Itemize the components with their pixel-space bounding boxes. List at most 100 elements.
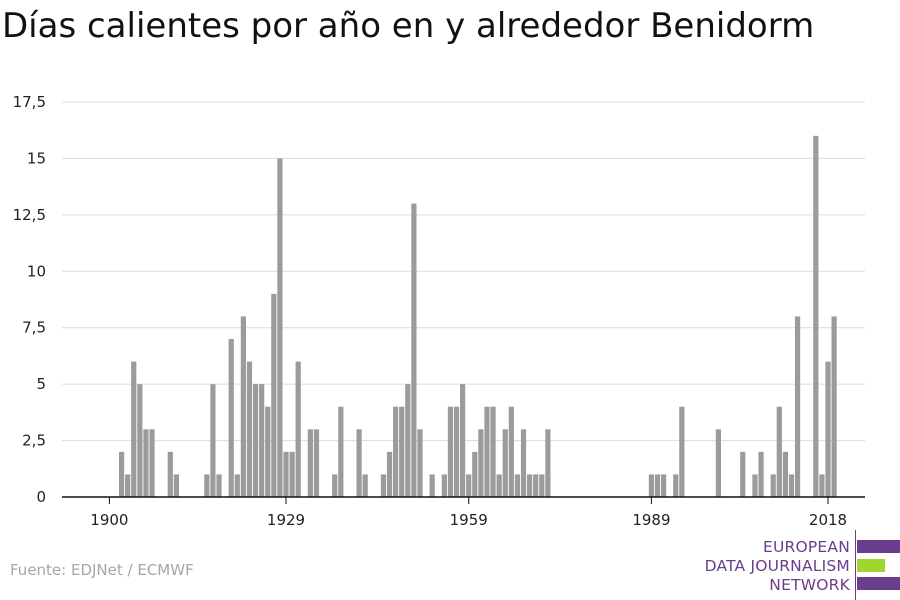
bar: [393, 406, 399, 497]
bar: [246, 361, 253, 497]
bar: [283, 451, 289, 497]
bar: [460, 384, 466, 497]
bar: [533, 474, 539, 497]
bar: [472, 451, 478, 497]
bar: [362, 474, 368, 497]
source-note: Fuente: EDJNet / ECMWF: [10, 561, 194, 579]
bar: [514, 474, 521, 497]
bar: [758, 451, 764, 497]
bar: [137, 384, 143, 497]
bar: [338, 406, 344, 497]
bar: [240, 316, 246, 497]
bar: [216, 474, 222, 497]
bar: [770, 474, 776, 497]
bar: [399, 406, 405, 497]
bars: [118, 135, 837, 498]
bar: [265, 406, 271, 497]
edjnet-logo: EUROPEAN DATA JOURNALISM NETWORK: [700, 530, 900, 600]
bar: [813, 135, 819, 497]
bar: [125, 474, 131, 497]
bar: [143, 429, 149, 497]
bar: [204, 474, 210, 497]
bar: [210, 384, 216, 497]
bar: [484, 406, 490, 497]
y-tick-label: 12,5: [13, 206, 46, 224]
y-tick-label: 15: [27, 149, 46, 167]
chart-title: Días calientes por año en y alrededor Be…: [2, 6, 815, 46]
bar: [502, 429, 508, 497]
bar: [332, 474, 338, 497]
x-ticks: 1900 1929 1959 1989 2018: [90, 497, 847, 529]
bar: [654, 474, 661, 497]
bar: [173, 474, 179, 497]
bar: [831, 316, 837, 497]
y-tick-label: 10: [27, 262, 46, 280]
bar: [740, 451, 746, 497]
bar: [417, 429, 423, 497]
logo-separator: [855, 530, 856, 600]
bar: [386, 451, 393, 497]
bar: [490, 406, 496, 497]
bar: [234, 474, 240, 497]
bar: [819, 474, 825, 497]
bar: [752, 474, 758, 497]
bar: [411, 203, 417, 498]
bar: [673, 474, 679, 497]
x-tick-label: 2018: [809, 511, 847, 529]
bar: [441, 474, 447, 497]
logo-bar-purple-top: [857, 540, 900, 553]
bar: [539, 474, 545, 497]
bar: [429, 474, 435, 497]
bar: [679, 406, 685, 497]
bar: [648, 474, 655, 497]
bar: [405, 384, 411, 497]
x-tick-label: 1959: [450, 511, 488, 529]
bar: [545, 429, 551, 497]
bar: [782, 451, 788, 497]
bar: [313, 429, 320, 497]
logo-text-european: EUROPEAN: [762, 538, 850, 556]
bar: [776, 406, 782, 497]
y-tick-label: 7,5: [22, 319, 46, 337]
bar: [252, 384, 259, 497]
bar: [356, 429, 362, 497]
bar: [271, 293, 277, 497]
y-tick-label: 17,5: [13, 93, 46, 111]
logo-text-network: NETWORK: [769, 576, 850, 594]
bar: [527, 474, 533, 497]
logo-bar-green: [857, 559, 885, 572]
y-tick-label: 0: [36, 488, 46, 506]
bar: [277, 158, 283, 497]
bar: [118, 451, 125, 497]
bar: [307, 429, 313, 497]
bar: [794, 316, 801, 497]
bar: [380, 474, 387, 497]
x-tick-label: 1929: [267, 511, 305, 529]
bar: [466, 474, 472, 497]
bar: [825, 361, 831, 497]
bar: [149, 429, 155, 497]
bar: [660, 474, 667, 497]
bar: [259, 384, 265, 497]
y-tick-label: 5: [36, 375, 46, 393]
x-tick-label: 1900: [90, 511, 128, 529]
bar: [496, 474, 502, 497]
bar: [478, 429, 484, 497]
bar: [295, 361, 301, 497]
bar: [520, 429, 527, 497]
bar: [715, 429, 721, 497]
bar: [508, 406, 514, 497]
bar: [447, 406, 454, 497]
logo-text-data-journalism: DATA JOURNALISM: [704, 557, 850, 575]
bar: [167, 451, 173, 497]
bar: [228, 339, 234, 497]
bar: [788, 474, 795, 497]
bar: [453, 406, 460, 497]
bar: [289, 451, 295, 497]
y-tick-labels: 0 2,5 5 7,5 10 12,5 15 17,5: [13, 93, 46, 506]
x-tick-label: 1989: [632, 511, 670, 529]
y-tick-label: 2,5: [22, 432, 46, 450]
bar: [131, 361, 137, 497]
logo-bar-purple-bottom: [857, 577, 900, 590]
